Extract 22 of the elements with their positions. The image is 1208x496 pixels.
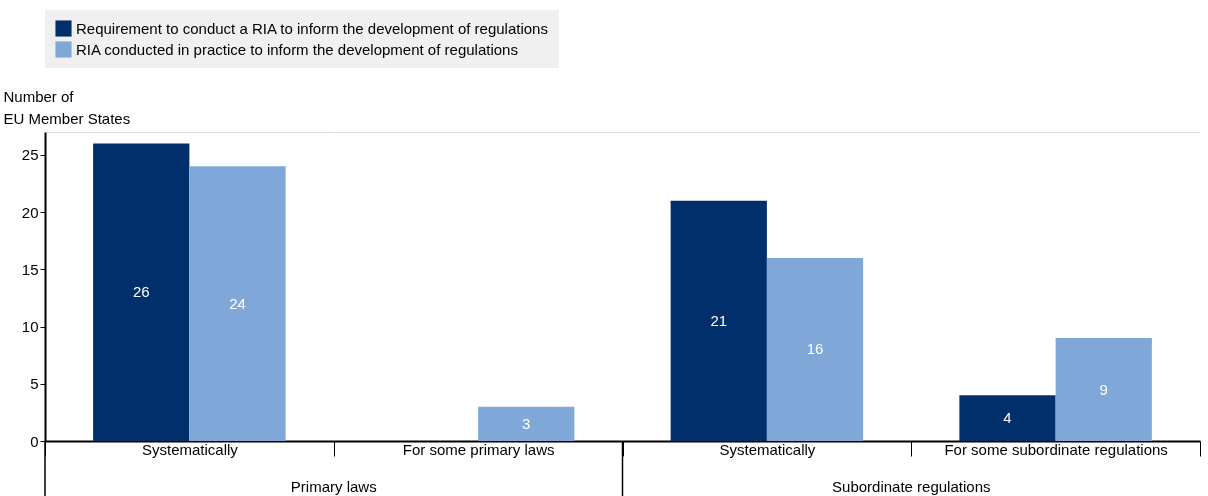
- y-axis-title: Number of EU Member States: [3, 87, 131, 127]
- y-tick-label: 0: [30, 432, 39, 450]
- x-tick-label: For some primary laws: [402, 440, 555, 458]
- y-tick-label: 5: [30, 375, 39, 393]
- legend-label: RIA conducted in practice to inform the development of regulations: [76, 40, 518, 58]
- legend-label: Requirement to conduct a RIA to inform the development of regulations: [76, 19, 548, 37]
- text: Subordinate regulations: [832, 478, 991, 495]
- data-label: 21: [710, 311, 728, 329]
- data-label: 26: [132, 283, 150, 301]
- y-tick-label: 20: [21, 203, 39, 221]
- y-tick-label: 15: [21, 260, 39, 278]
- x-tick-label: Systematically: [719, 440, 816, 458]
- y-tick-label: 10: [21, 318, 39, 336]
- data-label: 4: [1003, 409, 1012, 427]
- text: Primary laws: [290, 478, 377, 495]
- data-label: 9: [1099, 380, 1108, 398]
- x-tick-label: For some subordinate regulations: [944, 440, 1168, 458]
- y-tick-label: 25: [21, 146, 39, 164]
- x-tick-label: Systematically: [141, 440, 239, 458]
- data-label: 16: [806, 340, 824, 358]
- data-label: 24: [229, 294, 246, 312]
- data-label: 3: [522, 414, 531, 432]
